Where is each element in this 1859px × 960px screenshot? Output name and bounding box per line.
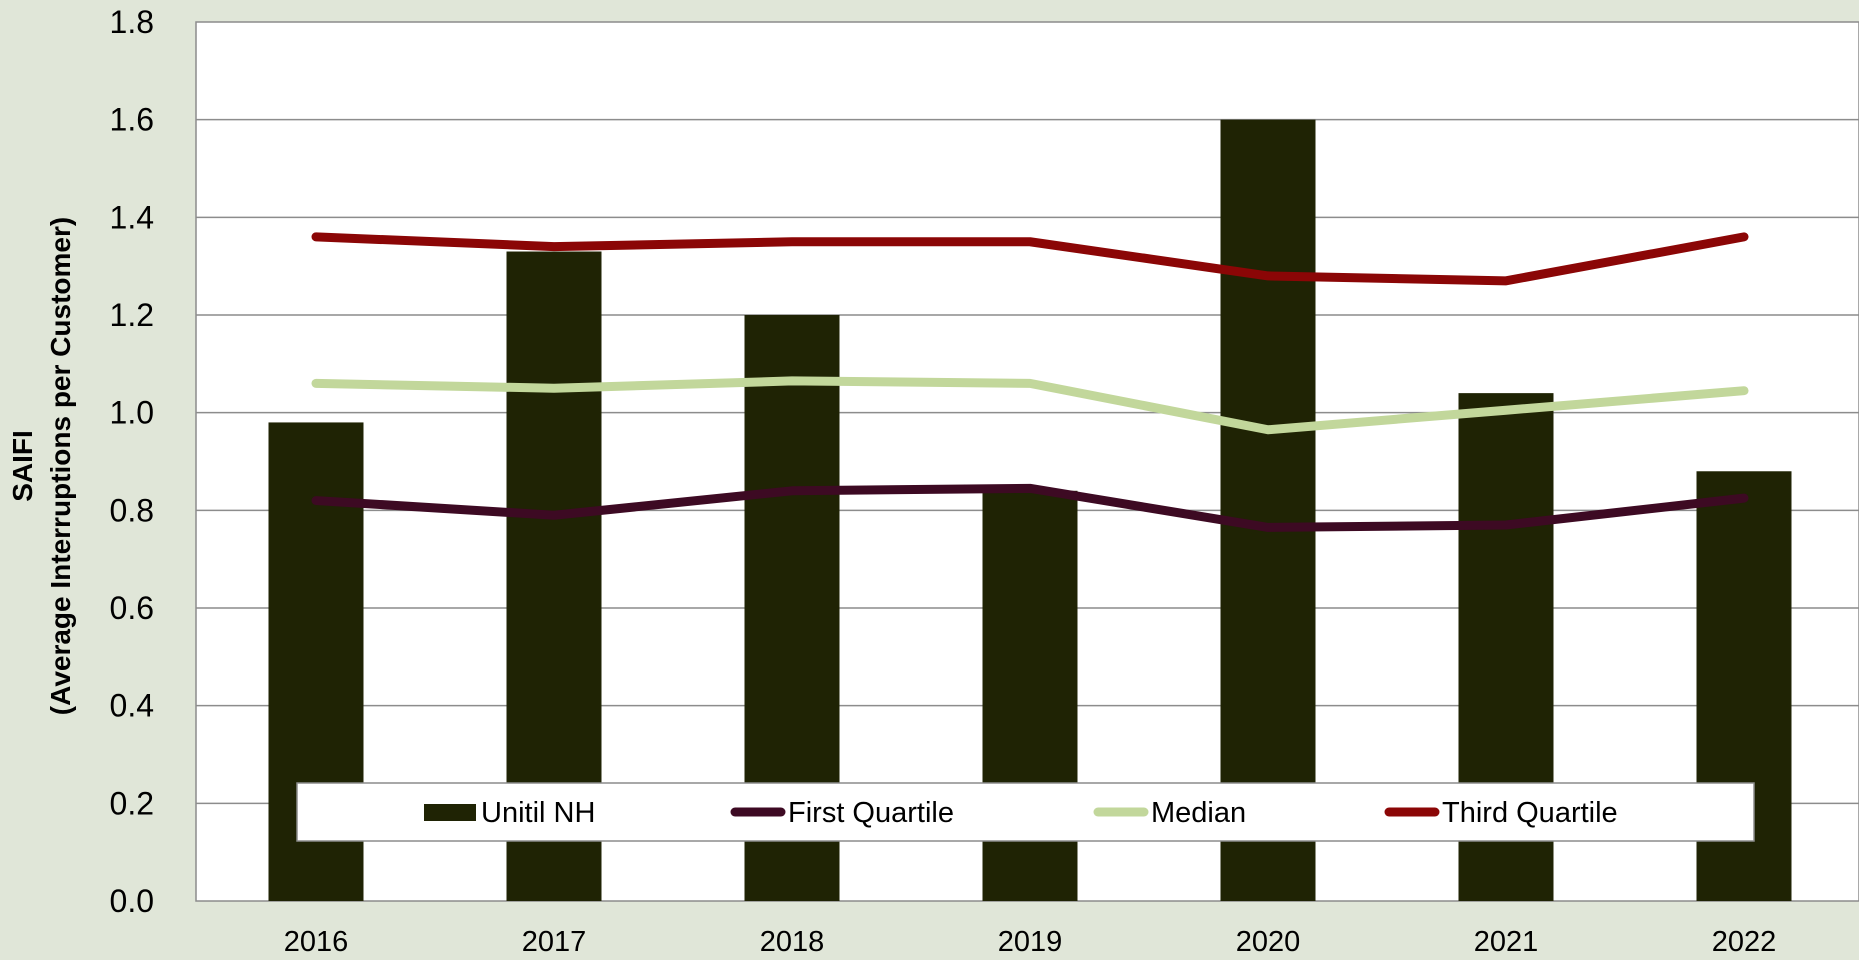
y-tick-label: 0.6 <box>110 590 154 626</box>
x-axis-tick-labels: 2016 2017 2018 2019 2020 2021 2022 <box>284 926 1777 958</box>
x-tick-label: 2022 <box>1712 926 1777 955</box>
y-tick-label: 1.6 <box>110 102 154 138</box>
x-tick-label: 2017 <box>522 926 587 955</box>
y-tick-label: 0.0 <box>110 883 154 919</box>
y-axis-title-line2: (Average Interruptions per Customer) <box>45 217 76 715</box>
y-axis-title: SAIFI (Average Interruptions per Custome… <box>7 217 76 715</box>
y-tick-label: 1.0 <box>110 395 154 431</box>
x-tick-label: 2020 <box>1236 926 1301 955</box>
legend-label: First Quartile <box>788 797 954 829</box>
x-tick-label: 2019 <box>998 926 1063 955</box>
legend-box <box>296 782 1755 842</box>
series-line <box>311 376 1749 435</box>
y-tick-label: 0.2 <box>110 785 154 821</box>
legend-label: Third Quartile <box>1442 797 1618 829</box>
y-axis-tick-labels: 0.0 0.2 0.4 0.6 0.8 1.0 1.2 1.4 1.6 1.8 <box>110 4 154 919</box>
legend-swatch <box>424 804 476 821</box>
y-tick-label: 0.8 <box>110 492 154 528</box>
y-tick-label: 1.2 <box>110 297 154 333</box>
series-line <box>311 232 1749 286</box>
series-line <box>311 483 1749 532</box>
x-tick-label: 2018 <box>760 926 825 955</box>
legend-label: Median <box>1151 797 1246 829</box>
bar <box>1220 119 1316 901</box>
legend-label: Unitil NH <box>481 797 595 829</box>
line-series <box>311 232 1749 532</box>
legend: Unitil NH First Quartile Median Third Quart… <box>296 782 1755 842</box>
y-tick-label: 1.8 <box>110 4 154 40</box>
x-tick-label: 2016 <box>284 926 349 955</box>
y-tick-label: 1.4 <box>110 199 154 235</box>
y-tick-label: 0.4 <box>110 688 154 724</box>
x-tick-label: 2021 <box>1474 926 1539 955</box>
y-axis-title-line1: SAIFI <box>7 430 38 502</box>
